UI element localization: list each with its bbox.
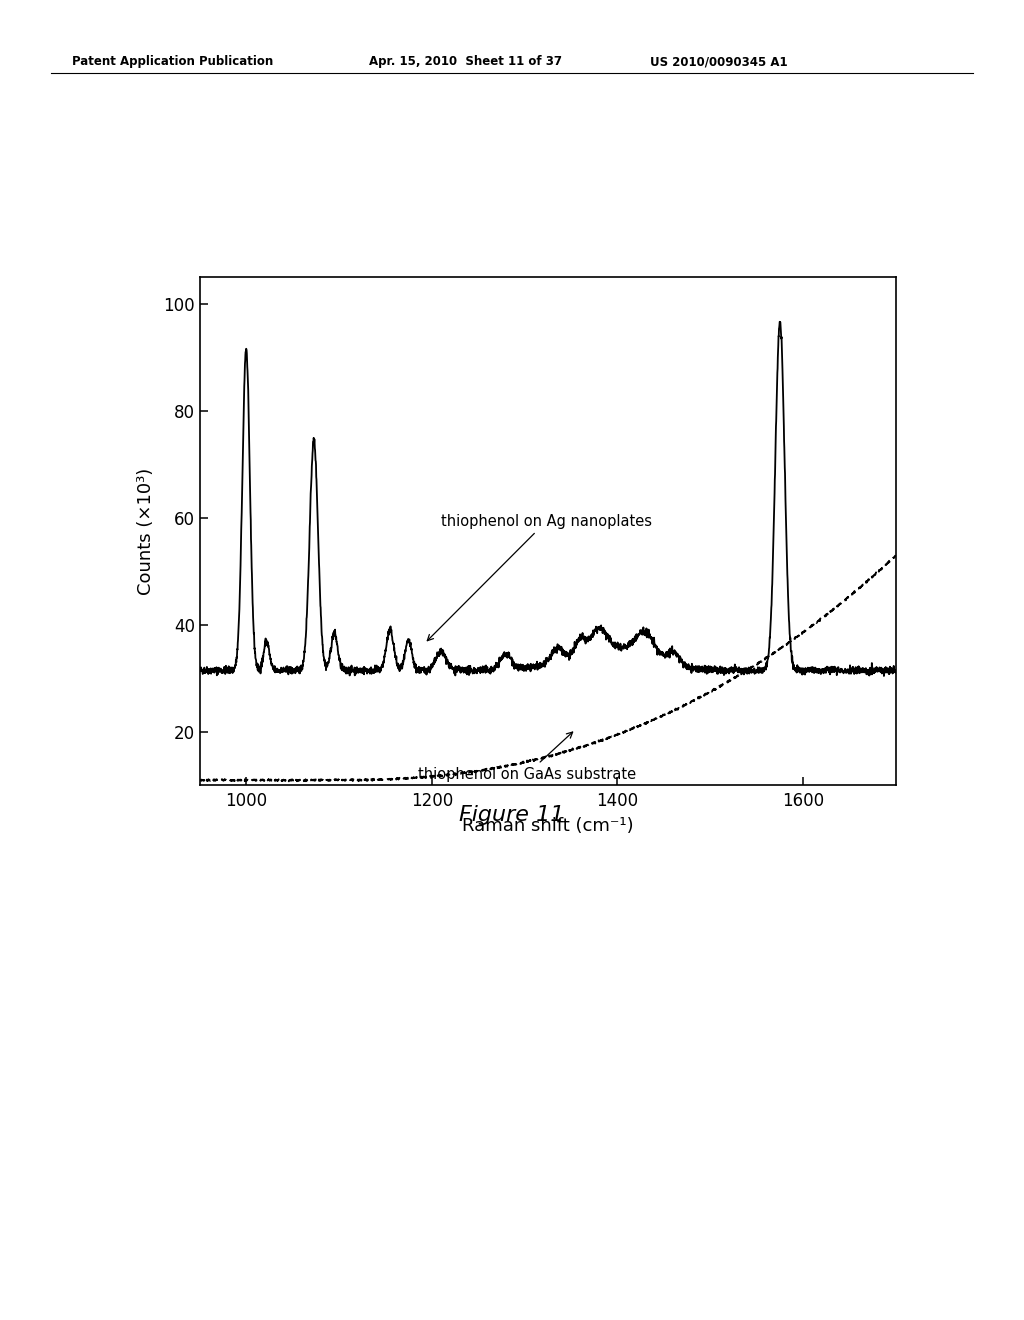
Y-axis label: Counts (×10³): Counts (×10³): [137, 467, 155, 595]
Text: thiophenol on Ag nanoplates: thiophenol on Ag nanoplates: [427, 513, 652, 640]
Text: US 2010/0090345 A1: US 2010/0090345 A1: [650, 55, 787, 69]
Text: Figure 11: Figure 11: [460, 805, 564, 825]
Text: thiophenol on GaAs substrate: thiophenol on GaAs substrate: [418, 733, 636, 781]
X-axis label: Raman shift (cm⁻¹): Raman shift (cm⁻¹): [462, 817, 634, 836]
Text: Apr. 15, 2010  Sheet 11 of 37: Apr. 15, 2010 Sheet 11 of 37: [369, 55, 561, 69]
Text: Patent Application Publication: Patent Application Publication: [72, 55, 273, 69]
